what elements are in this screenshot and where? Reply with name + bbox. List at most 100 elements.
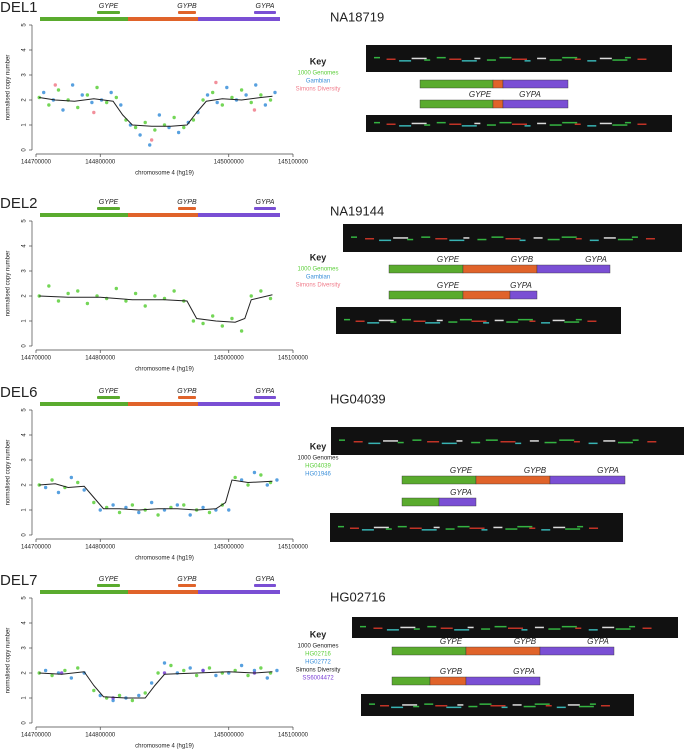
data-point	[201, 98, 205, 102]
fiber-signal	[534, 626, 544, 629]
fiber-signal	[449, 123, 462, 125]
fiber-signal	[400, 626, 416, 629]
fiber-signal	[402, 704, 418, 706]
gene-label: GYPB	[177, 388, 197, 395]
fiber-signal	[367, 322, 380, 324]
y-tick-label: 0	[22, 533, 28, 537]
fiber-signal	[603, 440, 616, 442]
data-point	[76, 666, 80, 670]
x-tick-label: 144800000	[85, 733, 116, 739]
fiber-signal	[474, 122, 481, 125]
fiber-signal	[474, 57, 481, 60]
fiber-signal	[459, 318, 472, 321]
gene-region	[198, 213, 280, 217]
y-tick-label: 3	[22, 73, 28, 77]
data-point	[85, 93, 90, 97]
fiber-signal	[421, 236, 431, 238]
fiber-signal	[512, 123, 527, 125]
data-point	[82, 488, 86, 492]
fiber-signal	[562, 121, 578, 124]
gene-region	[419, 99, 494, 109]
fiber-signal	[386, 58, 396, 60]
fiber-signal	[505, 238, 521, 240]
sample-name: NA18719	[330, 9, 384, 24]
fiber-signal	[467, 626, 474, 629]
fiber-signal	[369, 703, 375, 705]
panel-title: DEL7	[0, 572, 38, 589]
gene-label: GYPA	[597, 466, 619, 475]
gene-label: GYPE	[99, 576, 119, 583]
gene-region	[391, 676, 431, 686]
data-point	[201, 505, 205, 510]
gene-region	[198, 17, 280, 21]
data-point	[47, 103, 51, 107]
legend-group: 1000 Genomes	[297, 456, 338, 462]
data-point	[220, 324, 225, 328]
data-point	[138, 133, 142, 137]
fiber-signal	[457, 525, 470, 528]
y-tick-label: 5	[22, 408, 28, 412]
fiber-signal	[424, 703, 434, 705]
data-point	[149, 681, 154, 685]
fiber-signal	[599, 57, 612, 60]
fiber-signal	[435, 705, 448, 707]
gene-region	[198, 590, 280, 594]
x-axis-label: chromosome 4 (hg19)	[135, 744, 194, 750]
fiber-signal	[537, 57, 547, 60]
gene-label: GYPB	[514, 637, 537, 646]
x-tick-label: 144800000	[85, 545, 116, 551]
fiber-signal	[479, 703, 492, 705]
fiber-signal	[574, 123, 581, 125]
data-point	[175, 503, 180, 507]
fiber-signal	[588, 442, 598, 445]
gene-label: GYPB	[440, 667, 463, 676]
gene-label: GYPE	[99, 3, 119, 10]
gene-label: GYPB	[177, 576, 197, 583]
fiber-signal	[624, 56, 631, 59]
gene-region	[40, 213, 128, 217]
fiber-signal	[485, 439, 498, 441]
data-point	[119, 103, 123, 107]
fiber-signal	[491, 236, 504, 238]
data-point	[239, 329, 244, 333]
fiber-signal	[401, 318, 411, 321]
fiber-signal	[436, 56, 446, 59]
gene-region	[128, 17, 198, 21]
gene-region	[388, 264, 464, 274]
gene-region	[419, 79, 494, 89]
gene-region	[462, 264, 538, 274]
y-tick-label: 1	[22, 123, 28, 127]
fiber-signal	[629, 625, 636, 628]
data-point	[137, 510, 141, 515]
data-point	[182, 125, 186, 130]
x-tick-label: 144700000	[21, 160, 52, 166]
fiber-signal	[390, 321, 397, 323]
data-point	[239, 88, 244, 92]
gene-region	[40, 17, 128, 21]
fiber-signal	[602, 626, 615, 629]
x-tick-label: 144700000	[21, 545, 52, 551]
fiber-signal	[360, 625, 366, 628]
gene-marker	[178, 11, 196, 14]
fiber-signal	[505, 528, 518, 530]
fiber-signal	[427, 441, 440, 443]
data-point	[143, 120, 147, 125]
fiber-signal	[537, 122, 547, 125]
fiber-signal	[383, 440, 399, 442]
gene-label: GYPE	[437, 255, 460, 264]
gene-region	[429, 676, 467, 686]
fiber-signal	[645, 238, 655, 240]
data-point	[133, 291, 138, 296]
gene-region	[502, 79, 569, 89]
fiber-signal	[561, 625, 577, 628]
fiber-signal	[456, 440, 463, 442]
data-point	[153, 128, 157, 132]
data-point	[85, 301, 90, 306]
data-point	[137, 693, 141, 698]
y-tick-label: 2	[22, 98, 28, 102]
gene-label: GYPA	[256, 388, 275, 395]
x-tick-label: 145000000	[214, 545, 245, 551]
data-point	[92, 110, 96, 115]
data-point	[76, 105, 80, 110]
